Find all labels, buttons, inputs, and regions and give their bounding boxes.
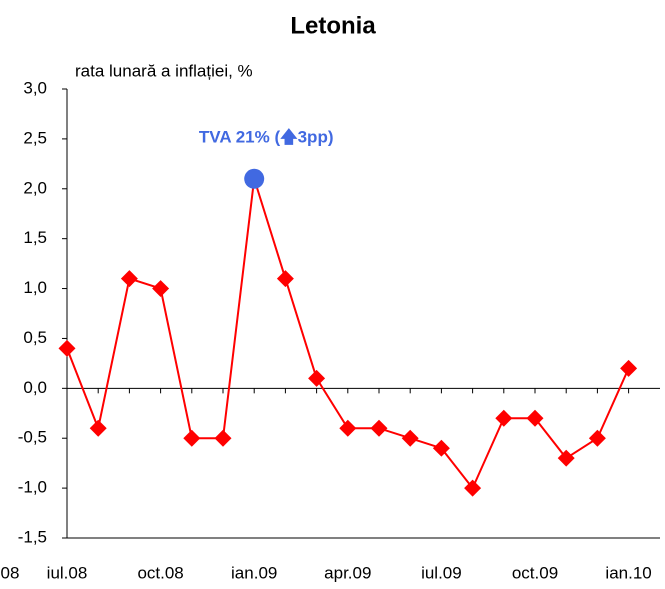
point <box>308 369 326 387</box>
point <box>276 270 294 288</box>
clipped-tick-label: 08 <box>1 563 20 582</box>
y-tick-label: 3,0 <box>23 78 47 97</box>
point <box>495 409 513 427</box>
x-tick-label: iul.08 <box>47 563 88 582</box>
point <box>432 439 450 457</box>
y-tick-label: 1,0 <box>23 278 47 297</box>
point <box>557 449 575 467</box>
point <box>183 429 201 447</box>
point <box>339 419 357 437</box>
x-tick-label: oct.08 <box>137 563 183 582</box>
point <box>152 280 170 298</box>
y-axis-label: rata lunară a inflației, % <box>75 61 253 80</box>
y-tick-label: 0,5 <box>23 328 47 347</box>
point <box>401 429 419 447</box>
annotation: TVA 21% (🡅3pp) <box>199 127 334 146</box>
point <box>464 479 482 497</box>
point <box>620 359 638 377</box>
y-tick-label: 2,0 <box>23 178 47 197</box>
y-tick-label: 0,0 <box>23 378 47 397</box>
line <box>66 178 630 491</box>
point <box>58 339 76 357</box>
y-tick-label: 1,5 <box>23 228 47 247</box>
point <box>89 419 107 437</box>
y-tick-label: 2,5 <box>23 128 47 147</box>
x-tick-label: oct.09 <box>512 563 558 582</box>
y-tick-label: -1,5 <box>18 527 47 546</box>
point <box>526 409 544 427</box>
point <box>120 270 138 288</box>
y-tick-label: -0,5 <box>18 428 47 447</box>
x-tick-label: iul.09 <box>421 563 462 582</box>
x-tick-label: apr.09 <box>324 563 371 582</box>
chart-title: Letonia <box>290 12 376 39</box>
x-tick-label: ian.09 <box>231 563 277 582</box>
highlight-point <box>244 168 265 189</box>
point <box>370 419 388 437</box>
point <box>588 429 606 447</box>
y-tick-label: -1,0 <box>18 478 47 497</box>
x-tick-label: ian.10 <box>605 563 651 582</box>
point <box>214 429 232 447</box>
